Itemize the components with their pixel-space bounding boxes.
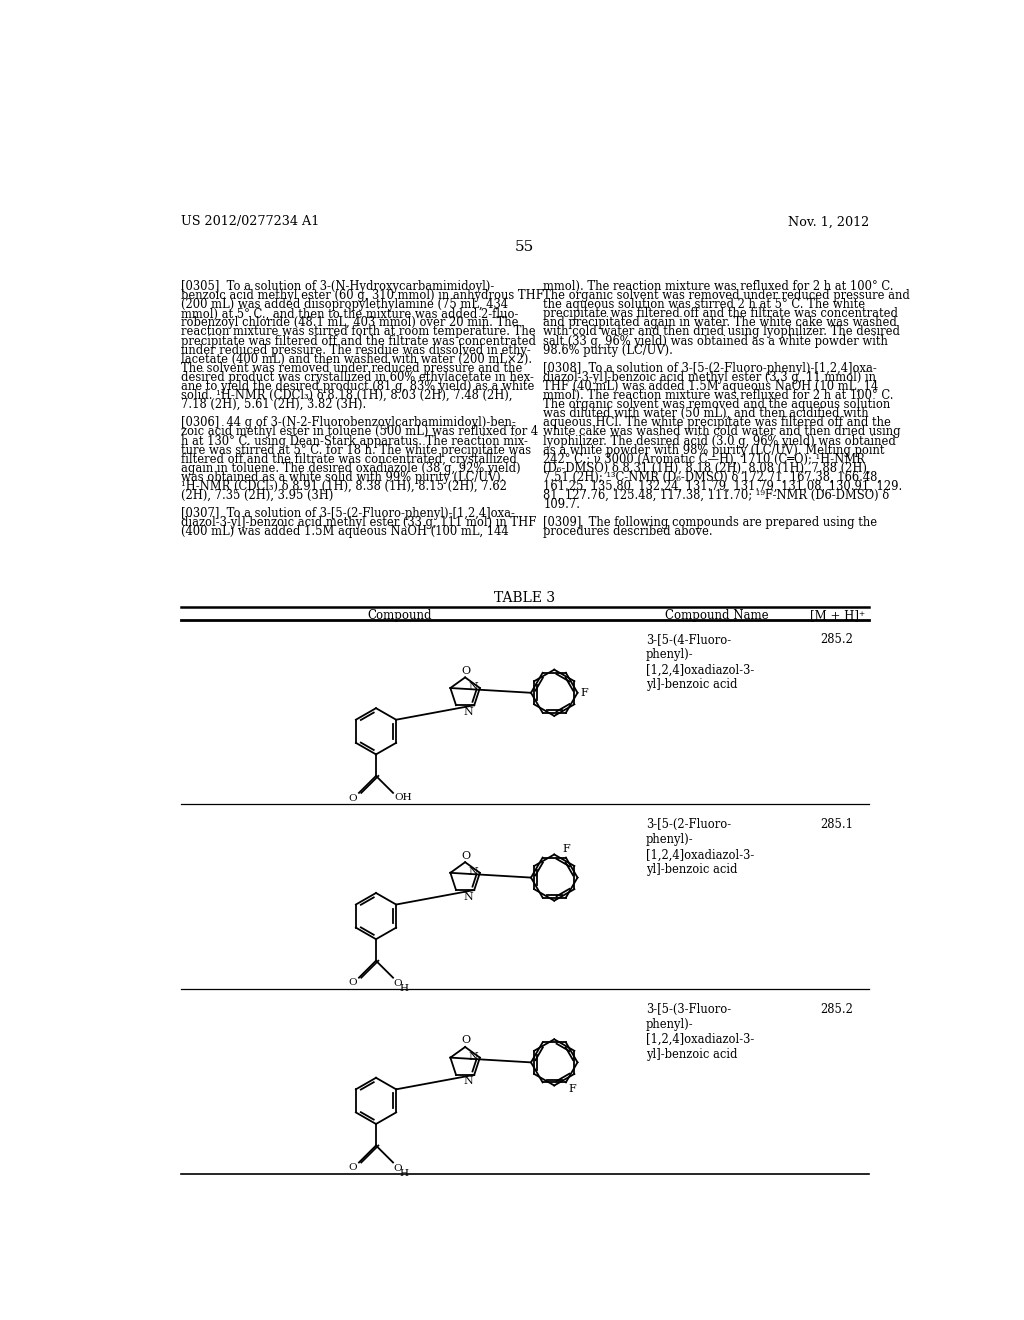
Text: 285.1: 285.1 xyxy=(820,818,853,832)
Text: The solvent was removed under reduced pressure and the: The solvent was removed under reduced pr… xyxy=(180,362,522,375)
Text: benzoic acid methyl ester (60 g, 310 mmol) in anhydrous THF: benzoic acid methyl ester (60 g, 310 mmo… xyxy=(180,289,544,302)
Text: [0307]  To a solution of 3-[5-(2-Fluoro-phenyl)-[1,2,4]oxa-: [0307] To a solution of 3-[5-(2-Fluoro-p… xyxy=(180,507,515,520)
Text: O: O xyxy=(393,979,401,989)
Text: The organic solvent was removed under reduced pressure and: The organic solvent was removed under re… xyxy=(544,289,910,302)
Text: OH: OH xyxy=(394,793,413,801)
Text: [M + H]⁺: [M + H]⁺ xyxy=(810,609,865,622)
Text: F: F xyxy=(568,1084,575,1094)
Text: (400 mL) was added 1.5M aqueous NaOH (100 mL, 144: (400 mL) was added 1.5M aqueous NaOH (10… xyxy=(180,525,508,539)
Text: filtered off and the filtrate was concentrated, crystallized: filtered off and the filtrate was concen… xyxy=(180,453,516,466)
Text: desired product was crystallized in 60% ethylacetate in hex-: desired product was crystallized in 60% … xyxy=(180,371,534,384)
Text: F: F xyxy=(581,688,589,698)
Text: 3-[5-(3-Fluoro-
phenyl)-
[1,2,4]oxadiazol-3-
yl]-benzoic acid: 3-[5-(3-Fluoro- phenyl)- [1,2,4]oxadiazo… xyxy=(646,1003,754,1061)
Text: with cold water and then dried using lyophilizer. The desired: with cold water and then dried using lyo… xyxy=(544,326,900,338)
Text: H: H xyxy=(399,983,409,993)
Text: mmol). The reaction mixture was refluxed for 2 h at 100° C.: mmol). The reaction mixture was refluxed… xyxy=(544,389,894,403)
Text: H: H xyxy=(399,1168,409,1177)
Text: was diluted with water (50 mL), and then acidified with: was diluted with water (50 mL), and then… xyxy=(544,408,869,420)
Text: under reduced pressure. The residue was dissolved in ethy-: under reduced pressure. The residue was … xyxy=(180,343,530,356)
Text: again in toluene. The desired oxadiazole (38 g, 92% yield): again in toluene. The desired oxadiazole… xyxy=(180,462,520,475)
Text: 98.6% purity (LC/UV).: 98.6% purity (LC/UV). xyxy=(544,343,673,356)
Text: ture was stirred at 5° C. for 18 h. The white precipitate was: ture was stirred at 5° C. for 18 h. The … xyxy=(180,444,530,457)
Text: O: O xyxy=(349,1163,357,1172)
Text: solid. ¹H-NMR (CDCl₃) δ 8.18 (1H), 8.03 (2H), 7.48 (2H),: solid. ¹H-NMR (CDCl₃) δ 8.18 (1H), 8.03 … xyxy=(180,389,512,403)
Text: white cake was washed with cold water and then dried using: white cake was washed with cold water an… xyxy=(544,425,901,438)
Text: N: N xyxy=(469,867,478,876)
Text: salt (33 g, 96% yield) was obtained as a white powder with: salt (33 g, 96% yield) was obtained as a… xyxy=(544,334,888,347)
Text: 285.2: 285.2 xyxy=(820,1003,853,1016)
Text: 7.18 (2H), 5.61 (2H), 3.82 (3H).: 7.18 (2H), 5.61 (2H), 3.82 (3H). xyxy=(180,399,366,411)
Text: N: N xyxy=(469,1052,478,1061)
Text: lyophilizer. The desired acid (3.0 g, 96% yield) was obtained: lyophilizer. The desired acid (3.0 g, 96… xyxy=(544,434,896,447)
Text: (2H), 7.35 (2H), 3.95 (3H): (2H), 7.35 (2H), 3.95 (3H) xyxy=(180,488,333,502)
Text: robenzoyl chloride (48.1 mL, 403 mmol) over 20 min. The: robenzoyl chloride (48.1 mL, 403 mmol) o… xyxy=(180,317,518,330)
Text: zoic acid methyl ester in toluene (500 mL) was refluxed for 4: zoic acid methyl ester in toluene (500 m… xyxy=(180,425,538,438)
Text: [0308]  To a solution of 3-[5-(2-Fluoro-phenyl)-[1,2,4]oxa-: [0308] To a solution of 3-[5-(2-Fluoro-p… xyxy=(544,362,878,375)
Text: [0306]  44 g of 3-(N-2-Fluorobenzoylcarbamimidoyl)-ben-: [0306] 44 g of 3-(N-2-Fluorobenzoylcarba… xyxy=(180,416,515,429)
Text: 81, 127.76, 125.48, 117.38, 111.70; ¹⁹F-NMR (D6-DMSO) δ: 81, 127.76, 125.48, 117.38, 111.70; ¹⁹F-… xyxy=(544,488,890,502)
Text: mmol) at 5° C., and then to the mixture was added 2-fluo-: mmol) at 5° C., and then to the mixture … xyxy=(180,308,518,321)
Text: TABLE 3: TABLE 3 xyxy=(495,591,555,605)
Text: ane to yield the desired product (81 g, 83% yield) as a white: ane to yield the desired product (81 g, … xyxy=(180,380,535,393)
Text: (D₆-DMSO) δ 8.31 (1H), 8.18 (2H), 8.08 (1H), 7.88 (2H),: (D₆-DMSO) δ 8.31 (1H), 8.18 (2H), 8.08 (… xyxy=(544,462,871,475)
Text: 109.7.: 109.7. xyxy=(544,498,581,511)
Text: precipitate was filtered off and the filtrate was concentrated: precipitate was filtered off and the fil… xyxy=(180,334,536,347)
Text: O: O xyxy=(393,1164,401,1173)
Text: Nov. 1, 2012: Nov. 1, 2012 xyxy=(787,215,869,228)
Text: The organic solvent was removed and the aqueous solution: The organic solvent was removed and the … xyxy=(544,399,891,411)
Text: (200 mL) was added diisopropylethylamine (75 mL, 434: (200 mL) was added diisopropylethylamine… xyxy=(180,298,508,312)
Text: [0305]  To a solution of 3-(N-Hydroxycarbamimidoyl)-: [0305] To a solution of 3-(N-Hydroxycarb… xyxy=(180,280,494,293)
Text: ¹H-NMR (CDCl₃) δ 8.91 (1H), 8.38 (1H), 8.15 (2H), 7.62: ¹H-NMR (CDCl₃) δ 8.91 (1H), 8.38 (1H), 8… xyxy=(180,480,507,492)
Text: [0309]  The following compounds are prepared using the: [0309] The following compounds are prepa… xyxy=(544,516,878,529)
Text: O: O xyxy=(349,793,357,803)
Text: lacetate (400 mL) and then washed with water (200 mL×2).: lacetate (400 mL) and then washed with w… xyxy=(180,352,531,366)
Text: reaction mixture was stirred forth at room temperature. The: reaction mixture was stirred forth at ro… xyxy=(180,326,536,338)
Text: O: O xyxy=(462,850,470,861)
Text: Compound: Compound xyxy=(367,609,431,622)
Text: and precipitated again in water. The white cake was washed: and precipitated again in water. The whi… xyxy=(544,317,897,330)
Text: procedures described above.: procedures described above. xyxy=(544,525,713,539)
Text: 7.51 (2H); ¹³C-NMR (D₆-DMSO) δ 172.71, 167.38, 166.48,: 7.51 (2H); ¹³C-NMR (D₆-DMSO) δ 172.71, 1… xyxy=(544,471,882,484)
Text: Compound Name: Compound Name xyxy=(666,609,769,622)
Text: 285.2: 285.2 xyxy=(820,634,853,647)
Text: THF (40 mL) was added 1.5M aqueous NaOH (10 mL, 14: THF (40 mL) was added 1.5M aqueous NaOH … xyxy=(544,380,879,393)
Text: mmol). The reaction mixture was refluxed for 2 h at 100° C.: mmol). The reaction mixture was refluxed… xyxy=(544,280,894,293)
Text: 242° C.; ν 3000 (Aromatic C—H), 1710 (C═O); ¹H-NMR: 242° C.; ν 3000 (Aromatic C—H), 1710 (C═… xyxy=(544,453,865,466)
Text: N: N xyxy=(464,1076,473,1086)
Text: aqueous HCl. The white precipitate was filtered off and the: aqueous HCl. The white precipitate was f… xyxy=(544,416,891,429)
Text: N: N xyxy=(464,891,473,902)
Text: N: N xyxy=(469,682,478,692)
Text: O: O xyxy=(349,978,357,987)
Text: was obtained as a white solid with 99% purity (LC/UV).: was obtained as a white solid with 99% p… xyxy=(180,471,504,484)
Text: O: O xyxy=(462,665,470,676)
Text: US 2012/0277234 A1: US 2012/0277234 A1 xyxy=(180,215,318,228)
Text: 161.25, 135.80, 132.24, 131.79, 131.79, 131.08, 130.91, 129.: 161.25, 135.80, 132.24, 131.79, 131.79, … xyxy=(544,480,902,492)
Text: 3-[5-(2-Fluoro-
phenyl)-
[1,2,4]oxadiazol-3-
yl]-benzoic acid: 3-[5-(2-Fluoro- phenyl)- [1,2,4]oxadiazo… xyxy=(646,818,754,876)
Text: F: F xyxy=(562,845,569,854)
Text: h at 130° C. using Dean-Stark apparatus. The reaction mix-: h at 130° C. using Dean-Stark apparatus.… xyxy=(180,434,527,447)
Text: diazol-3-yl]-benzoic acid methyl ester (3.3 g, 11 mmol) in: diazol-3-yl]-benzoic acid methyl ester (… xyxy=(544,371,877,384)
Text: N: N xyxy=(464,706,473,717)
Text: diazol-3-yl]-benzoic acid methyl ester (33 g, 111 mol) in THF: diazol-3-yl]-benzoic acid methyl ester (… xyxy=(180,516,537,529)
Text: as a white powder with 98% purity (LC/UV). Melting point: as a white powder with 98% purity (LC/UV… xyxy=(544,444,885,457)
Text: 55: 55 xyxy=(515,240,535,253)
Text: 3-[5-(4-Fluoro-
phenyl)-
[1,2,4]oxadiazol-3-
yl]-benzoic acid: 3-[5-(4-Fluoro- phenyl)- [1,2,4]oxadiazo… xyxy=(646,634,754,692)
Text: O: O xyxy=(462,1035,470,1045)
Text: precipitate was filtered off and the filtrate was concentrated: precipitate was filtered off and the fil… xyxy=(544,308,898,321)
Text: the aqueous solution was stirred 2 h at 5° C. The white: the aqueous solution was stirred 2 h at … xyxy=(544,298,865,312)
